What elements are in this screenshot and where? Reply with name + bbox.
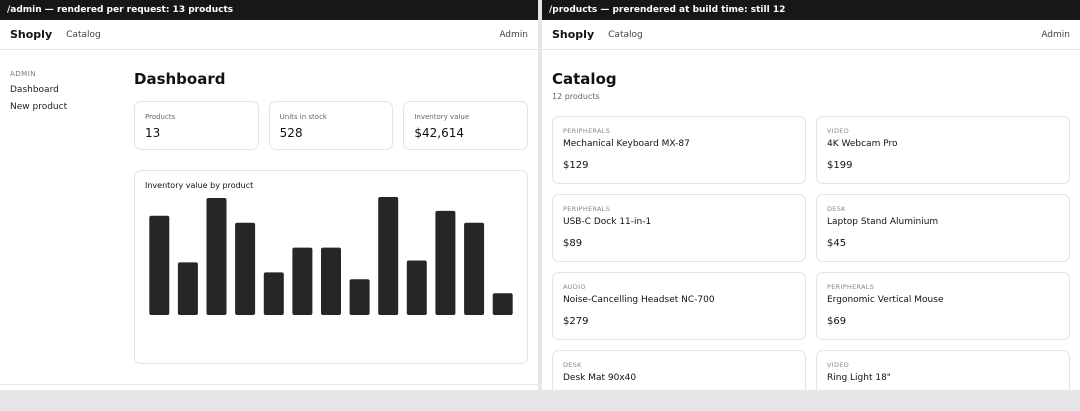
stat-value: 13: [145, 126, 161, 140]
product-category: DESK: [827, 205, 846, 213]
footer-divider: [0, 384, 538, 385]
admin-navbar: Shoply Catalog Admin: [0, 20, 538, 50]
stat-value: $42,614: [414, 126, 464, 140]
chart-bar: [206, 198, 227, 315]
product-card[interactable]: AUDIO Noise-Cancelling Headset NC-700 $2…: [552, 272, 806, 340]
nav-admin-link[interactable]: Admin: [1041, 29, 1070, 40]
chart-bar: [149, 215, 170, 315]
page-title: Dashboard: [134, 70, 226, 88]
product-price: $279: [563, 316, 589, 327]
product-price: $69: [827, 316, 847, 327]
stat-card-units: Units in stock 528: [268, 101, 394, 150]
product-category: VIDEO: [827, 361, 850, 369]
product-category: PERIPHERALS: [827, 283, 875, 291]
product-price: $89: [563, 238, 583, 249]
product-card[interactable]: PERIPHERALS USB-C Dock 11-in-1 $89: [552, 194, 806, 262]
products-pane: /products — prerendered at build time: s…: [542, 0, 1080, 390]
chart-bar: [492, 293, 513, 315]
stat-label: Products: [145, 113, 176, 121]
product-price: $45: [827, 238, 847, 249]
product-category: AUDIO: [563, 283, 586, 291]
products-navbar: Shoply Catalog Admin: [542, 20, 1080, 50]
dashboard-main: Dashboard Products 13 Units in stock 528…: [134, 70, 529, 364]
inventory-chart-card: Inventory value by product: [134, 170, 528, 364]
sidebar-item-dashboard[interactable]: Dashboard: [10, 85, 59, 95]
admin-pane: /admin — rendered per request: 13 produc…: [0, 0, 538, 390]
product-category: VIDEO: [827, 127, 850, 135]
product-card[interactable]: PERIPHERALS Ergonomic Vertical Mouse $69: [816, 272, 1070, 340]
chart-bar: [292, 247, 313, 315]
stats-row: Products 13 Units in stock 528 Inventory…: [134, 101, 529, 150]
product-name: 4K Webcam Pro: [827, 139, 898, 149]
nav-catalog-link[interactable]: Catalog: [608, 29, 643, 40]
product-count: 12 products: [552, 92, 600, 101]
product-card[interactable]: PERIPHERALS Mechanical Keyboard MX-87 $1…: [552, 116, 806, 184]
product-name: Mechanical Keyboard MX-87: [563, 139, 690, 149]
brand-logo[interactable]: Shoply: [552, 28, 595, 41]
product-name: Noise-Cancelling Headset NC-700: [563, 295, 715, 305]
chart-bar: [464, 222, 485, 315]
product-grid: PERIPHERALS Mechanical Keyboard MX-87 $1…: [552, 116, 1070, 390]
nav-catalog-link[interactable]: Catalog: [66, 29, 101, 40]
page-title: Catalog: [552, 70, 617, 88]
product-card[interactable]: VIDEO 4K Webcam Pro $199: [816, 116, 1070, 184]
products-caption: /products — prerendered at build time: s…: [542, 0, 1080, 20]
product-card[interactable]: DESK Desk Mat 90x40: [552, 350, 806, 390]
stat-label: Units in stock: [279, 113, 327, 121]
product-card[interactable]: DESK Laptop Stand Aluminium $45: [816, 194, 1070, 262]
product-name: Laptop Stand Aluminium: [827, 217, 939, 227]
product-card[interactable]: VIDEO Ring Light 18": [816, 350, 1070, 390]
product-category: PERIPHERALS: [563, 127, 611, 135]
product-name: Desk Mat 90x40: [563, 373, 637, 383]
admin-caption: /admin — rendered per request: 13 produc…: [0, 0, 538, 20]
chart-bar: [406, 260, 427, 315]
chart-title: Inventory value by product: [145, 181, 254, 190]
chart-bar: [177, 262, 198, 315]
chart-bar: [321, 247, 341, 315]
product-name: USB-C Dock 11-in-1: [563, 217, 652, 227]
sidebar-item-new-product[interactable]: New product: [10, 102, 68, 112]
chart-bar: [263, 272, 284, 315]
product-category: DESK: [563, 361, 582, 369]
chart-bar: [378, 197, 399, 315]
inventory-bar-chart: [149, 197, 513, 315]
product-name: Ergonomic Vertical Mouse: [827, 295, 944, 305]
chart-bar: [435, 210, 456, 315]
product-name: Ring Light 18": [827, 373, 891, 383]
admin-sidebar: ADMIN Dashboard New product: [10, 70, 120, 119]
sidebar-heading: ADMIN: [10, 70, 37, 78]
chart-bar: [235, 222, 256, 315]
product-price: $199: [827, 160, 853, 171]
chart-bar: [349, 279, 370, 315]
catalog-main: Catalog 12 products PERIPHERALS Mechanic…: [552, 70, 1070, 390]
stat-value: 528: [279, 126, 303, 140]
nav-admin-link[interactable]: Admin: [499, 29, 528, 40]
stat-label: Inventory value: [414, 113, 470, 121]
stat-card-products: Products 13: [134, 101, 259, 150]
stat-card-inventory-value: Inventory value $42,614: [403, 101, 529, 150]
brand-logo[interactable]: Shoply: [10, 28, 53, 41]
product-price: $129: [563, 160, 589, 171]
product-category: PERIPHERALS: [563, 205, 611, 213]
